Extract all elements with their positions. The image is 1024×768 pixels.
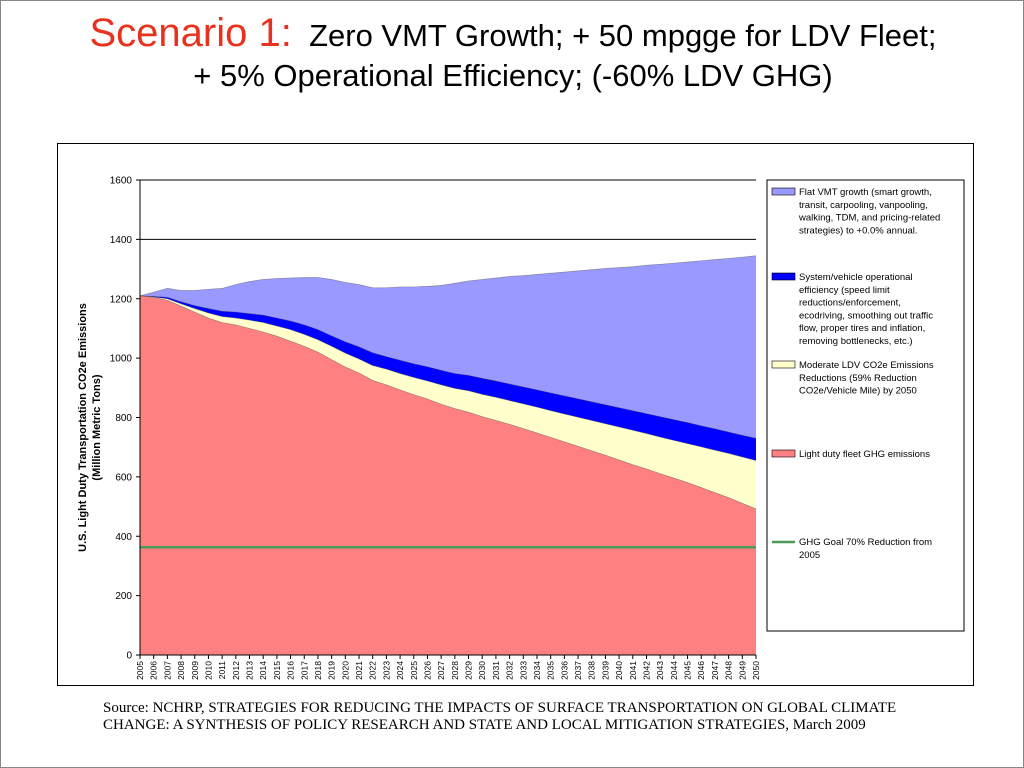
x-tick-label: 2042: [641, 661, 651, 680]
x-tick-label: 2032: [505, 661, 515, 680]
y-tick-label: 1400: [110, 235, 133, 246]
x-tick-label: 2021: [354, 661, 364, 680]
y-tick-label: 0: [126, 651, 132, 662]
x-tick-label: 2005: [135, 661, 145, 680]
x-tick-label: 2029: [464, 661, 474, 680]
series-outline-system/vehicle: [139, 295, 757, 439]
x-tick-label: 2018: [313, 661, 323, 680]
x-tick-label: 2033: [518, 661, 528, 680]
x-tick-label: 2009: [190, 661, 200, 680]
chart-frame: 0 200 400 600 800 1000 1200 1400 1600 2005 2006 200…: [57, 143, 974, 686]
x-tick-label: 2020: [340, 661, 350, 680]
title-colon: :: [280, 11, 292, 55]
legend-label: Light duty fleet GHG emissions: [799, 449, 930, 460]
legend-label: GHG Goal 70% Reduction from 2005: [799, 537, 932, 561]
x-tick-label: 2007: [162, 661, 172, 680]
x-tick-label: 2036: [559, 661, 569, 680]
area-series-light: [140, 295, 756, 655]
x-tick-label: 2049: [737, 661, 747, 680]
legend-swatch: [771, 187, 796, 196]
x-tick-label: 2031: [491, 661, 501, 680]
x-tick-label: 2016: [286, 661, 296, 680]
y-tick-label: 400: [115, 532, 132, 543]
x-tick-label: 2043: [655, 661, 665, 680]
x-tick-label: 2014: [258, 661, 268, 680]
x-tick-label: 2041: [628, 661, 638, 680]
x-tick-label: 2015: [272, 661, 282, 680]
x-tick-label: 2027: [436, 661, 446, 680]
scenario-label: Scenario 1: [89, 11, 281, 55]
y-axis-title-line-2: (Million Metric Tons): [91, 374, 103, 480]
x-tick-label: 2024: [395, 661, 405, 680]
x-tick-label: 2010: [203, 661, 213, 680]
y-tick-label: 1200: [110, 294, 133, 305]
y-tick-label: 1600: [110, 176, 133, 187]
x-tick-label: 2037: [573, 661, 583, 680]
x-tick-label: 2050: [751, 661, 761, 680]
x-tick-label: 2017: [299, 661, 309, 680]
x-tick-label: 2022: [368, 661, 378, 680]
x-tick-label: 2048: [724, 661, 734, 680]
legend-label: Moderate LDV CO2e Emissions Reductions (5…: [799, 360, 934, 397]
y-tick-label: 800: [115, 413, 132, 424]
x-tick-label: 2039: [600, 661, 610, 680]
x-tick-label: 2046: [696, 661, 706, 680]
x-tick-label: 2013: [245, 661, 255, 680]
x-tick-label: 2044: [669, 661, 679, 680]
x-tick-label: 2034: [532, 661, 542, 680]
x-tick-label: 2045: [683, 661, 693, 680]
x-tick-label: 2025: [409, 661, 419, 680]
legend-box: [766, 179, 965, 632]
series-outline-moderate: [139, 295, 757, 461]
x-tick-label: 2008: [176, 661, 186, 680]
legend-swatch: [771, 272, 796, 281]
x-tick-label: 2038: [587, 661, 597, 680]
legend-label: Flat VMT growth (smart growth, transit, c…: [798, 187, 940, 236]
series-outline-light: [139, 295, 757, 510]
slide-title: Scenario 1: Zero VMT Growth; + 50 mpgge …: [1, 9, 1024, 94]
y-tick-label: 600: [115, 472, 132, 483]
legend-swatch: [771, 360, 796, 369]
x-tick-label: 2023: [381, 661, 391, 680]
legend-label: System/vehicle operational efficiency (sp…: [799, 272, 933, 347]
title-line-1: Scenario 1: Zero VMT Growth; + 50 mpgge …: [1, 9, 1024, 57]
series-outline-flat: [139, 255, 757, 297]
x-tick-label: 2019: [327, 661, 337, 680]
x-tick-label: 2028: [450, 661, 460, 680]
x-tick-label: 2040: [614, 661, 624, 680]
x-tick-label: 2035: [546, 661, 556, 680]
x-tick-label: 2047: [710, 661, 720, 680]
x-tick-label: 2006: [149, 661, 159, 680]
legend-swatch: [771, 449, 796, 458]
y-axis-title-line-1: U.S. Light Duty Transportation CO2e Emis…: [77, 303, 89, 552]
source-citation: Source: NCHRP, STRATEGIES FOR REDUCING T…: [103, 700, 897, 733]
x-tick-label: 2012: [231, 661, 241, 680]
title-line-1-text: Zero VMT Growth; + 50 mpgge for LDV Flee…: [309, 18, 937, 53]
x-tick-label: 2026: [422, 661, 432, 680]
x-tick-label: 2011: [217, 661, 227, 680]
title-line-2: + 5% Operational Efficiency; (-60% LDV G…: [193, 58, 833, 93]
y-tick-label: 200: [115, 591, 132, 602]
y-tick-label: 1000: [110, 354, 133, 365]
x-tick-label: 2030: [477, 661, 487, 680]
